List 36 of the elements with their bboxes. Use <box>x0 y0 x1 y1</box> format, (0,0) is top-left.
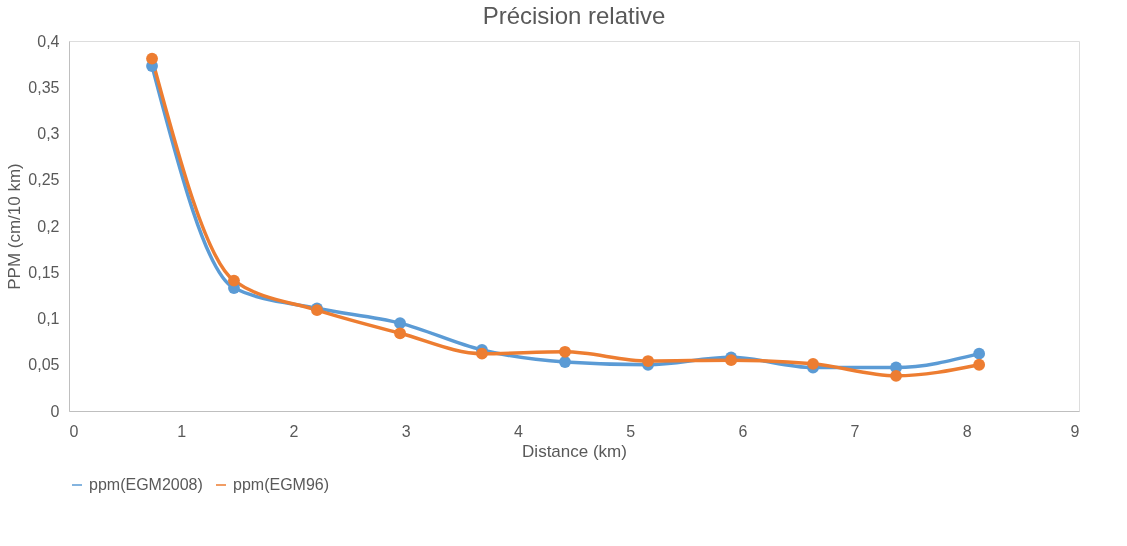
x-tick-label: 0 <box>69 422 79 440</box>
chart-title: Précision relative <box>482 2 666 29</box>
y-tick-label: 0,2 <box>37 217 60 235</box>
y-tick-label: 0,15 <box>28 263 60 281</box>
x-tick-label: 3 <box>401 422 411 440</box>
y-axis-title: PPM (cm/10 km) <box>5 163 25 290</box>
x-axis-title: Distance (km) <box>522 441 627 461</box>
point <box>394 327 406 340</box>
x-tick-label: 1 <box>177 422 187 440</box>
y-tick-label: 0,4 <box>37 32 60 50</box>
legend-label: ppm(EGM2008) <box>89 476 203 493</box>
point <box>807 357 819 370</box>
y-tick-label: 0,35 <box>28 78 60 96</box>
point <box>394 317 406 330</box>
x-tick-label: 2 <box>289 422 299 440</box>
point <box>642 355 654 367</box>
point <box>476 347 488 360</box>
legend-label: ppm(EGM96) <box>233 476 330 493</box>
point <box>559 356 571 368</box>
x-tick-label: 5 <box>626 422 636 440</box>
x-tick-label: 9 <box>1070 422 1080 440</box>
y-tick-label: 0,25 <box>28 171 60 189</box>
x-tick-label: 4 <box>513 422 523 440</box>
point <box>973 358 986 371</box>
point <box>146 52 158 65</box>
y-tick-label: 0,3 <box>37 125 60 142</box>
point <box>973 347 986 360</box>
point <box>559 345 571 358</box>
x-tick-label: 7 <box>850 422 860 440</box>
x-tick-label: 8 <box>962 422 972 440</box>
point <box>890 369 902 382</box>
point <box>228 274 240 287</box>
y-tick-label: 0,05 <box>28 356 60 374</box>
x-tick-label: 6 <box>738 422 748 440</box>
y-tick-label: 0,1 <box>37 310 60 327</box>
y-tick-label: 0 <box>50 402 60 420</box>
